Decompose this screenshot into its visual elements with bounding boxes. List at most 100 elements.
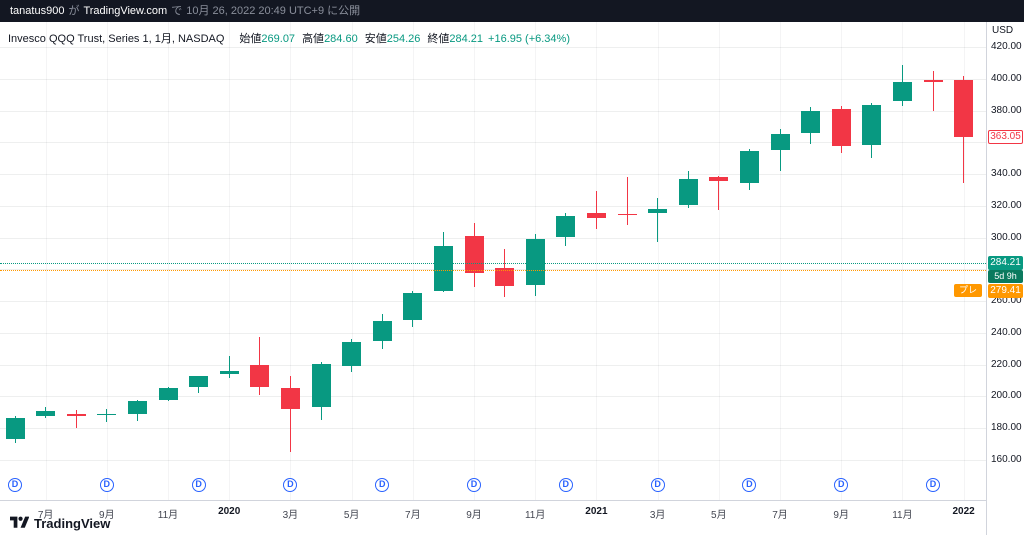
candle-body	[862, 104, 882, 146]
dividend-marker[interactable]: D	[926, 478, 940, 492]
h-gridline	[0, 269, 986, 271]
v-gridline	[168, 22, 169, 500]
candle-body	[831, 109, 851, 146]
time-axis-label: 2022	[952, 506, 975, 517]
plot-area[interactable]: Invesco QQQ Trust, Series 1, 1月, NASDAQ 始…	[0, 22, 986, 500]
dividend-marker[interactable]: D	[283, 478, 298, 492]
candle-body	[556, 215, 576, 238]
h-gridline	[0, 364, 986, 366]
price-axis-label: 320.00	[991, 199, 1022, 211]
time-axis[interactable]: 7月 9月 11月 2020 3月 5月 7月 9月 11月 2021 3月 5月 7月 9月 11月 202…	[0, 500, 986, 535]
candle-body	[5, 417, 25, 439]
bar-countdown-badge: 5d 9h	[988, 269, 1023, 283]
v-gridline	[290, 22, 292, 500]
dividend-marker[interactable]: D	[834, 478, 849, 492]
candle-body	[403, 293, 423, 321]
v-gridline	[45, 22, 47, 500]
candle-body	[158, 388, 178, 400]
v-gridline	[412, 22, 414, 500]
candle-body	[311, 364, 331, 408]
dividend-marker[interactable]: D	[375, 478, 390, 492]
v-gridline	[902, 22, 904, 500]
v-gridline	[841, 22, 843, 500]
publish-particle-2: で	[171, 5, 183, 17]
candle-body	[97, 414, 117, 416]
time-axis-label: 2020	[218, 506, 241, 517]
time-axis-label: 11月	[892, 510, 913, 521]
time-axis-label: 3月	[649, 510, 666, 521]
price-axis-currency: USD	[992, 25, 1014, 36]
dividend-marker[interactable]: D	[8, 478, 22, 492]
candle-body	[189, 376, 209, 388]
dividend-marker[interactable]: D	[742, 478, 757, 492]
publish-bar: tanatus900 が TradingView.com で 10月 26, 2022 …	[0, 0, 1024, 22]
candle-body	[372, 320, 392, 342]
publish-site-link[interactable]: TradingView.com	[83, 5, 168, 17]
time-axis-label: 9月	[466, 510, 482, 521]
v-gridline	[596, 22, 598, 500]
open-label: 始値	[239, 33, 262, 45]
v-gridline	[657, 22, 659, 500]
candle-body	[280, 388, 300, 409]
price-axis-label: 380.00	[991, 104, 1022, 116]
v-gridline	[780, 22, 781, 500]
candle-wick	[289, 376, 291, 453]
high-value: 284.60	[324, 33, 358, 45]
time-axis-label: 9月	[833, 510, 849, 521]
candle-wick	[75, 409, 77, 428]
price-axis-label: 300.00	[991, 231, 1022, 243]
candle-body	[495, 268, 515, 287]
price-axis-label: 180.00	[991, 422, 1022, 434]
price-axis[interactable]: USD 160.00 180.00 200.00 220.00 240.00 260.00…	[986, 22, 1024, 535]
candle-wick	[657, 198, 659, 242]
candle-body	[739, 151, 759, 183]
price-axis-label: 340.00	[991, 168, 1022, 179]
time-axis-label: 7月	[405, 510, 421, 521]
h-gridline	[0, 205, 986, 207]
time-axis-label: 2021	[585, 506, 608, 517]
time-axis-label: 9月	[99, 510, 115, 521]
dividend-marker[interactable]: D	[650, 478, 665, 492]
candle-body	[36, 410, 56, 416]
premarket-price-badge: 279.41	[988, 283, 1023, 298]
candle-body	[801, 111, 821, 134]
v-gridline	[963, 22, 965, 500]
low-label: 安値	[364, 33, 387, 45]
price-axis-label: 220.00	[991, 358, 1022, 370]
low-value: 254.26	[386, 33, 421, 45]
price-axis-label: 200.00	[991, 390, 1022, 402]
time-axis-label: 7月	[772, 510, 788, 521]
tradingview-logo[interactable]: TradingView	[10, 513, 110, 533]
candle-body	[770, 133, 790, 151]
dividend-marker[interactable]: D	[191, 478, 206, 492]
candle-body	[954, 80, 974, 138]
open-value: 269.07	[261, 33, 296, 45]
candle-body	[617, 214, 637, 216]
symbol-legend: Invesco QQQ Trust, Series 1, 1月, NASDAQ 始…	[8, 30, 570, 46]
price-axis-label: 160.00	[991, 453, 1022, 465]
candle-wick	[718, 175, 720, 211]
dividend-marker[interactable]: D	[558, 478, 573, 492]
publish-timestamp: 10月 26, 2022 20:49 UTC+9 に公開	[186, 5, 361, 17]
time-axis-label: 11月	[157, 510, 179, 521]
time-axis-label: 3月	[282, 510, 299, 521]
current-price-line	[0, 262, 986, 264]
candle-body	[525, 239, 545, 286]
symbol-title[interactable]: Invesco QQQ Trust, Series 1, 1月, NASDAQ	[8, 33, 225, 45]
candle-body	[127, 400, 147, 415]
premarket-tag: プレ	[953, 283, 982, 297]
close-value: 284.21	[449, 33, 484, 45]
dividend-marker[interactable]: D	[467, 478, 481, 492]
dividend-marker[interactable]: D	[99, 478, 114, 492]
change-value: +16.95 (+6.34%)	[488, 33, 570, 45]
candle-body	[648, 208, 668, 214]
h-gridline	[0, 142, 986, 144]
h-gridline	[0, 78, 986, 80]
candle-body	[923, 80, 943, 83]
v-gridline	[718, 22, 720, 500]
time-axis-label: 5月	[343, 510, 360, 521]
price-axis-label: 260.00	[991, 295, 1022, 307]
candle-body	[342, 342, 362, 366]
h-gridline	[0, 459, 986, 461]
publisher-username[interactable]: tanatus900	[10, 5, 65, 17]
